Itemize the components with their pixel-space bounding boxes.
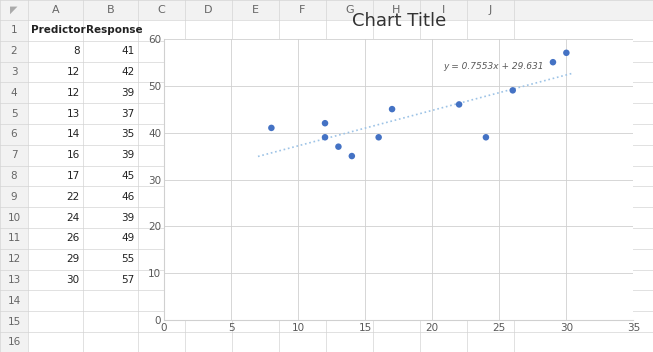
Text: 41: 41 <box>121 46 135 56</box>
Text: D: D <box>204 5 213 15</box>
Text: 16: 16 <box>67 150 80 160</box>
Point <box>266 125 277 131</box>
Text: 7: 7 <box>10 150 18 160</box>
Point <box>481 134 491 140</box>
Text: ◤: ◤ <box>10 5 18 15</box>
Point <box>561 50 571 56</box>
Text: 5: 5 <box>10 109 18 119</box>
Text: 37: 37 <box>121 109 135 119</box>
Bar <box>0 0 28 352</box>
Text: 14: 14 <box>67 130 80 139</box>
Text: 39: 39 <box>121 213 135 222</box>
Text: 45: 45 <box>121 171 135 181</box>
Text: 22: 22 <box>67 192 80 202</box>
Point <box>320 120 330 126</box>
Text: 39: 39 <box>121 88 135 98</box>
Text: 16: 16 <box>7 338 21 347</box>
Text: Predictor: Predictor <box>31 25 86 36</box>
Text: F: F <box>299 5 306 15</box>
Point <box>347 153 357 159</box>
Text: 12: 12 <box>7 254 21 264</box>
Text: 14: 14 <box>7 296 21 306</box>
Text: A: A <box>52 5 59 15</box>
Point <box>387 106 397 112</box>
Text: G: G <box>345 5 354 15</box>
Text: 13: 13 <box>67 109 80 119</box>
Text: 26: 26 <box>67 233 80 243</box>
Text: 55: 55 <box>121 254 135 264</box>
Text: 10: 10 <box>7 213 20 222</box>
Text: I: I <box>442 5 445 15</box>
Bar <box>0 0 653 20</box>
Text: 49: 49 <box>121 233 135 243</box>
Text: 12: 12 <box>67 88 80 98</box>
Text: 9: 9 <box>10 192 18 202</box>
Point <box>320 134 330 140</box>
Text: H: H <box>392 5 401 15</box>
Text: J: J <box>489 5 492 15</box>
Text: 8: 8 <box>73 46 80 56</box>
Text: 4: 4 <box>10 88 18 98</box>
Text: 8: 8 <box>10 171 18 181</box>
Point <box>454 102 464 107</box>
Text: Chart Title: Chart Title <box>351 12 446 30</box>
Text: 3: 3 <box>10 67 18 77</box>
Text: 29: 29 <box>67 254 80 264</box>
Text: 35: 35 <box>121 130 135 139</box>
Point <box>374 134 384 140</box>
Text: 42: 42 <box>121 67 135 77</box>
Text: 46: 46 <box>121 192 135 202</box>
Text: B: B <box>106 5 114 15</box>
Text: 13: 13 <box>7 275 21 285</box>
Text: Response: Response <box>86 25 143 36</box>
Text: 1: 1 <box>10 25 18 36</box>
Text: C: C <box>157 5 165 15</box>
Text: 6: 6 <box>10 130 18 139</box>
Text: E: E <box>252 5 259 15</box>
Text: 15: 15 <box>7 316 21 327</box>
Point <box>548 59 558 65</box>
Point <box>333 144 343 150</box>
Text: 12: 12 <box>67 67 80 77</box>
Point <box>507 88 518 93</box>
Text: y = 0.7553x + 29.631: y = 0.7553x + 29.631 <box>443 62 543 71</box>
Text: 39: 39 <box>121 150 135 160</box>
Text: 57: 57 <box>121 275 135 285</box>
Text: 2: 2 <box>10 46 18 56</box>
Text: 24: 24 <box>67 213 80 222</box>
Text: 17: 17 <box>67 171 80 181</box>
Text: 11: 11 <box>7 233 21 243</box>
Text: 30: 30 <box>67 275 80 285</box>
